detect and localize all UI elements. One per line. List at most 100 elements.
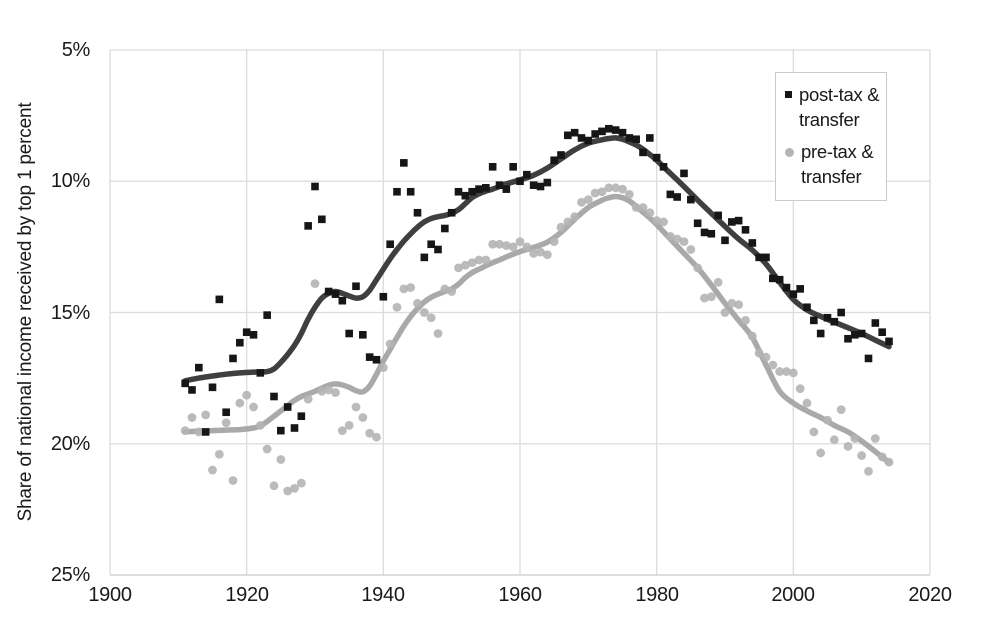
pre-tax-scatter-point xyxy=(679,237,689,247)
post-tax-scatter-point xyxy=(851,331,859,339)
post-tax-scatter-point xyxy=(365,353,374,361)
x-tick-label-1900: 1900 xyxy=(88,584,132,606)
pre-tax-scatter-point xyxy=(638,203,648,212)
y-tick-label-5: 5% xyxy=(61,39,91,61)
post-tax-scatter-point xyxy=(707,229,716,238)
pre-tax-scatter-point xyxy=(378,363,388,373)
post-tax-scatter-point xyxy=(318,215,326,224)
post-tax-scatter-point xyxy=(611,126,620,134)
x-tick-label-2020: 2020 xyxy=(908,584,952,606)
x-tick-label-1960: 1960 xyxy=(498,584,542,606)
post-tax-scatter-point xyxy=(700,228,709,237)
post-tax-scatter-point xyxy=(338,296,347,305)
pre-tax-scatter-point xyxy=(884,457,894,467)
pre-tax-scatter-point xyxy=(843,441,853,451)
pre-tax-scatter-point xyxy=(850,434,860,443)
post-tax-scatter-point xyxy=(427,240,435,249)
pre-tax-scatter-point xyxy=(542,250,552,260)
post-tax-scatter-point xyxy=(762,253,770,262)
post-tax-scatter-point xyxy=(885,337,893,346)
post-tax-scatter-point xyxy=(823,313,832,322)
post-tax-scatter-point xyxy=(769,274,777,283)
post-tax-scatter-point xyxy=(557,151,565,159)
legend-label-pre-tax: pre-tax & transfer xyxy=(801,141,874,187)
post-tax-scatter-point xyxy=(741,226,750,234)
pre-tax-scatter-point xyxy=(324,385,334,395)
post-tax-square-marker-icon xyxy=(785,91,792,98)
post-tax-scatter-point xyxy=(816,329,825,338)
post-tax-scatter-point xyxy=(810,316,818,325)
post-tax-scatter-point xyxy=(680,169,688,178)
post-tax-scatter-point xyxy=(536,182,545,191)
post-tax-scatter-point xyxy=(208,383,217,392)
post-tax-scatter-point xyxy=(570,128,579,137)
pre-tax-scatter-point xyxy=(563,217,573,227)
post-tax-scatter-point xyxy=(304,222,312,230)
pre-tax-scatter-point xyxy=(187,413,197,422)
post-tax-scatter-point xyxy=(789,290,798,298)
x-tick-label-1920: 1920 xyxy=(225,584,269,606)
post-tax-scatter-point xyxy=(529,181,538,189)
pre-tax-scatter-point xyxy=(454,263,463,273)
pre-tax-scatter-point xyxy=(536,247,545,257)
post-tax-scatter-point xyxy=(632,135,640,144)
post-tax-scatter-point xyxy=(270,392,278,401)
post-tax-scatter-point xyxy=(584,136,593,145)
pre-tax-scatter-point xyxy=(611,183,621,193)
post-tax-scatter-point xyxy=(434,245,442,254)
pre-tax-scatter-point xyxy=(208,465,217,475)
post-tax-scatter-point xyxy=(502,185,511,193)
pre-tax-scatter-point xyxy=(529,249,539,258)
pre-tax-scatter-point xyxy=(419,308,429,317)
pre-tax-scatter-point xyxy=(768,360,778,370)
pre-tax-scatter-point xyxy=(590,188,600,198)
pre-tax-scatter-point xyxy=(481,255,491,265)
pre-tax-scatter-point xyxy=(447,287,457,296)
post-tax-scatter-point xyxy=(324,287,333,296)
post-tax-scatter-point xyxy=(482,184,490,192)
post-tax-scatter-point xyxy=(359,331,367,339)
post-tax-scatter-point xyxy=(782,283,791,292)
pre-tax-scatter-point xyxy=(624,189,634,199)
pre-tax-scatter-point xyxy=(836,405,846,415)
pre-tax-scatter-point xyxy=(556,222,566,232)
post-tax-scatter-point xyxy=(277,426,285,435)
pre-tax-scatter-point xyxy=(549,237,559,247)
pre-tax-scatter-point xyxy=(741,315,750,325)
pre-tax-scatter-point xyxy=(262,444,272,454)
pre-tax-scatter-point xyxy=(727,298,737,308)
pre-tax-scatter-point xyxy=(577,197,586,207)
pre-tax-scatter-point xyxy=(255,420,265,430)
legend-item-post-tax: post-tax & transfer xyxy=(785,82,880,132)
pre-tax-scatter-point xyxy=(816,448,826,458)
pre-tax-scatter-point xyxy=(501,241,511,250)
pre-tax-scatter-point xyxy=(631,203,641,212)
pre-tax-scatter-point xyxy=(242,390,252,400)
pre-tax-scatter-point xyxy=(604,183,614,193)
post-tax-scatter-point xyxy=(181,379,189,388)
post-tax-scatter-point xyxy=(406,187,415,196)
post-tax-scatter-point xyxy=(878,328,886,336)
post-tax-scatter-point xyxy=(188,386,196,394)
pre-tax-scatter-point xyxy=(713,277,723,287)
post-tax-scatter-point xyxy=(755,253,763,262)
pre-tax-scatter-point xyxy=(440,284,450,294)
pre-tax-scatter-point xyxy=(747,331,757,341)
pre-tax-circle-marker-icon xyxy=(785,148,794,157)
pre-tax-scatter-point xyxy=(823,415,832,425)
post-tax-scatter-point xyxy=(283,403,292,411)
pre-tax-scatter-point xyxy=(249,402,258,412)
post-tax-scatter-point xyxy=(673,193,681,201)
pre-tax-scatter-point xyxy=(802,398,812,408)
pre-tax-scatter-point xyxy=(228,476,238,485)
post-tax-scatter-point xyxy=(311,182,319,191)
pre-tax-scatter-point xyxy=(413,298,422,308)
y-tick-label-10: 10% xyxy=(50,170,90,192)
y-tick-label-25: 25% xyxy=(50,564,90,586)
post-tax-scatter-point xyxy=(639,148,647,157)
post-tax-scatter-point xyxy=(796,285,804,293)
post-tax-scatter-point xyxy=(229,354,237,363)
post-tax-scatter-point xyxy=(871,319,880,327)
post-tax-scatter-point xyxy=(721,236,729,245)
